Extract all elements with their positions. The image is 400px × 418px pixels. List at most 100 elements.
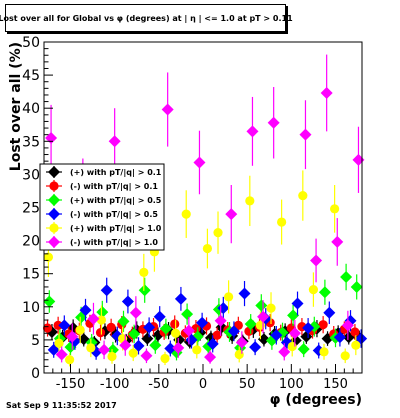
x-tick-label: 50 bbox=[239, 377, 256, 392]
data-point bbox=[58, 319, 71, 332]
legend-marker bbox=[49, 181, 59, 191]
data-point bbox=[235, 336, 248, 349]
chart-title-text: Lost over all for Global vs φ (degrees) … bbox=[0, 13, 293, 23]
data-point bbox=[287, 309, 300, 322]
legend-item: (-) with pT/|q| > 0.1 bbox=[46, 180, 158, 192]
x-tick-label: -100 bbox=[100, 377, 130, 392]
series-6 bbox=[45, 54, 365, 364]
legend-box bbox=[39, 163, 165, 251]
data-point bbox=[330, 204, 340, 214]
legend-label: (-) with pT/|q| > 0.5 bbox=[70, 210, 158, 219]
y-tick-label: 25 bbox=[22, 201, 40, 217]
data-point bbox=[164, 342, 177, 355]
data-point bbox=[196, 316, 209, 329]
data-point bbox=[54, 338, 64, 348]
data-point bbox=[132, 339, 145, 352]
timestamp: Sat Sep 9 11:35:52 2017 bbox=[6, 401, 117, 410]
data-point bbox=[43, 295, 56, 308]
data-layer bbox=[42, 54, 368, 367]
legend-marker bbox=[48, 236, 60, 248]
data-point bbox=[267, 116, 280, 129]
data-point bbox=[170, 319, 180, 329]
data-point bbox=[66, 330, 79, 343]
legend-item: (+) with pT/|q| > 1.0 bbox=[46, 222, 162, 234]
data-point bbox=[117, 315, 130, 328]
y-tick-label: 30 bbox=[22, 167, 40, 183]
x-tick-label: -150 bbox=[56, 377, 86, 392]
data-point bbox=[204, 351, 217, 364]
data-point bbox=[129, 306, 142, 319]
data-point bbox=[95, 328, 106, 338]
data-point bbox=[43, 252, 54, 262]
y-tick-label: 35 bbox=[22, 134, 40, 150]
data-point bbox=[333, 331, 346, 344]
data-point bbox=[206, 337, 219, 350]
data-point bbox=[65, 355, 75, 365]
data-point bbox=[86, 343, 96, 353]
legend-layer: (+) with pT/|q| > 0.1 (-) with pT/|q| > 0… bbox=[39, 163, 165, 251]
data-point bbox=[106, 322, 116, 332]
data-point bbox=[302, 321, 315, 334]
data-point bbox=[98, 343, 111, 356]
x-axis-label: φ (degrees) bbox=[270, 392, 362, 408]
data-point bbox=[42, 323, 53, 333]
data-point bbox=[320, 86, 333, 99]
data-point bbox=[340, 351, 350, 361]
axis-layer: -150 -100 -50 0 50 100 150 0 5 10 15 20 25 30 35 40 45 50… bbox=[8, 35, 363, 408]
data-point bbox=[291, 297, 304, 310]
y-tick-label: 5 bbox=[31, 333, 40, 349]
legend-label: (-) with pT/|q| > 0.1 bbox=[70, 182, 158, 191]
data-point bbox=[181, 209, 191, 219]
legend-item: (-) with pT/|q| > 0.5 bbox=[46, 208, 158, 220]
data-point bbox=[182, 324, 195, 337]
y-tick-label: 10 bbox=[22, 300, 40, 316]
data-point bbox=[192, 345, 202, 355]
data-point bbox=[310, 254, 323, 267]
legend-item: (+) with pT/|q| > 0.1 bbox=[46, 166, 162, 178]
data-point bbox=[141, 332, 154, 345]
legend-label: (+) with pT/|q| > 1.0 bbox=[70, 224, 162, 233]
data-point bbox=[352, 153, 365, 166]
data-point bbox=[350, 327, 360, 337]
data-point bbox=[100, 284, 113, 297]
data-point bbox=[214, 314, 227, 327]
data-point bbox=[225, 208, 238, 221]
data-point bbox=[107, 351, 117, 362]
y-tick-label: 45 bbox=[22, 68, 40, 84]
series-3 bbox=[43, 263, 363, 361]
y-tick-label: 50 bbox=[22, 35, 40, 51]
data-point bbox=[212, 330, 222, 340]
legend-marker bbox=[48, 208, 60, 220]
data-point bbox=[257, 310, 270, 323]
data-point bbox=[96, 315, 107, 325]
data-point bbox=[340, 271, 353, 284]
data-point bbox=[351, 340, 361, 350]
data-point bbox=[270, 329, 283, 342]
x-tick-label: 100 bbox=[279, 377, 304, 392]
data-point bbox=[75, 325, 85, 335]
y-tick-label: 0 bbox=[31, 366, 40, 382]
y-axis-label: Lost over all (%) bbox=[8, 42, 24, 171]
data-point bbox=[193, 156, 206, 169]
data-point bbox=[79, 304, 92, 317]
data-point bbox=[213, 228, 223, 238]
data-point bbox=[255, 299, 268, 312]
data-point bbox=[299, 128, 312, 141]
data-point bbox=[159, 322, 172, 335]
data-point bbox=[153, 310, 166, 323]
data-point bbox=[277, 217, 287, 227]
data-point bbox=[278, 345, 291, 358]
data-point bbox=[297, 343, 310, 356]
y-tick-label: 20 bbox=[22, 234, 40, 250]
data-point bbox=[128, 348, 138, 358]
data-point bbox=[308, 284, 319, 295]
data-point bbox=[227, 325, 240, 338]
data-point bbox=[138, 284, 151, 297]
legend-label: (+) with pT/|q| > 0.1 bbox=[70, 168, 162, 177]
data-point bbox=[119, 339, 132, 352]
data-point bbox=[149, 339, 162, 352]
legend-marker bbox=[49, 223, 59, 233]
data-point bbox=[249, 341, 262, 354]
